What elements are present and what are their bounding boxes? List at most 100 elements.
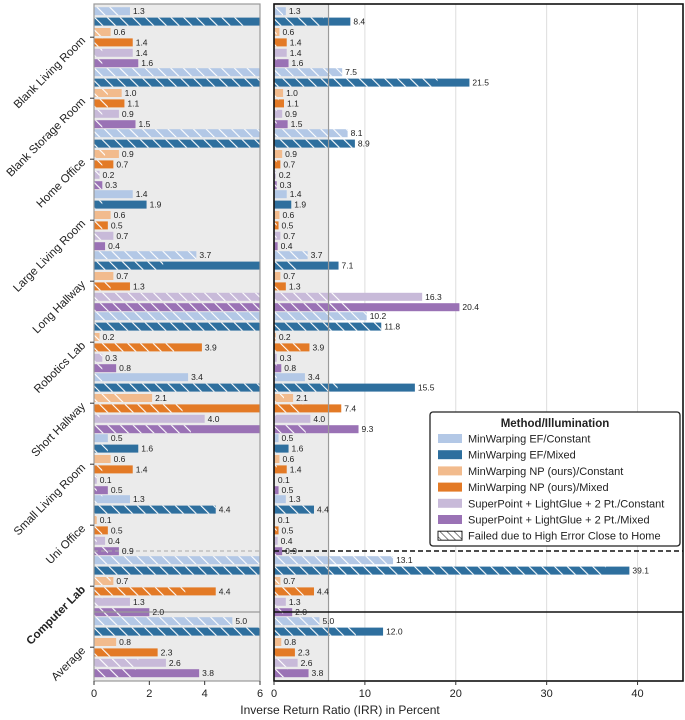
bar-failed-hatch [274,364,277,373]
bar [274,292,423,301]
bar [94,272,114,280]
category-label: Computer Lab [25,584,89,648]
x-tick-label: 0 [91,688,97,700]
bar-failed-hatch [94,7,122,16]
bar [274,190,287,199]
data-label: 1.3 [133,494,145,504]
bar [94,536,106,545]
data-label: 13.1 [396,555,413,565]
x-axis-label: Inverse Return Ratio (IRR) in Percent [240,703,440,717]
bar-failed-hatch [94,17,247,26]
bar [274,99,284,108]
bar [274,272,281,280]
x-tick-label: 20 [450,688,462,700]
data-label: 1.4 [136,189,148,199]
data-label: 4.4 [219,586,231,596]
data-label: 0.7 [116,231,128,241]
data-label: 0.5 [282,525,294,535]
bar [94,486,108,495]
data-label: 1.4 [136,48,148,58]
bar-failed-hatch [94,221,103,230]
data-label: 0.9 [122,149,134,159]
data-label: 0.9 [285,546,297,556]
data-label: 0.9 [122,109,134,119]
data-label: 0.8 [284,363,296,373]
bar [274,282,286,291]
data-label: 0.7 [283,231,295,241]
data-label: 0.1 [100,515,112,525]
data-label: 0.2 [279,170,291,180]
bar [274,414,311,423]
bar-failed-hatch [94,38,103,47]
bar-failed-hatch [94,150,106,158]
bar-failed-hatch [274,68,343,77]
bar-failed-hatch [274,505,314,514]
data-label: 15.5 [418,383,435,393]
bar-failed-hatch [94,78,260,87]
data-label: 1.3 [289,281,301,291]
bar [274,261,339,270]
bar-failed-hatch [94,170,100,179]
bar-failed-hatch [274,261,297,270]
data-label: 0.9 [285,149,297,159]
bar-failed-hatch [94,99,108,108]
bar-failed-hatch [274,129,348,138]
bar-failed-hatch [94,587,186,596]
bar-failed-hatch [94,109,103,118]
bar [94,99,125,108]
data-label: 3.4 [191,372,203,382]
category-label: Home Office [35,157,89,211]
bar-failed-hatch [94,251,197,260]
data-label: 0.7 [116,271,128,281]
bar-failed-hatch [274,150,278,158]
bar [94,242,106,251]
data-label: 2.3 [298,647,310,657]
bar-failed-hatch [274,648,280,657]
data-label: 1.4 [290,48,302,58]
bar [274,120,288,129]
bar-failed-hatch [94,414,100,423]
bar [274,200,292,209]
bar-failed-hatch [94,658,139,667]
data-label: 0.7 [283,271,295,281]
bar-failed-hatch [274,627,356,636]
data-label: 1.6 [141,58,153,68]
data-label: 1.3 [133,597,145,607]
bar [94,364,117,373]
bar-failed-hatch [274,312,367,321]
bar-failed-hatch [94,129,260,138]
data-label: 0.6 [282,454,294,464]
bar-failed-hatch [274,89,279,97]
bar-failed-hatch [94,160,103,169]
bar-failed-hatch [274,617,320,626]
bar-failed-hatch [94,231,103,240]
data-label: 1.1 [127,98,139,108]
data-label: 0.4 [108,241,120,251]
data-label: 5.0 [322,616,334,626]
bar-failed-hatch [274,48,277,57]
data-label: 2.0 [295,607,307,617]
bar-failed-hatch [274,59,277,68]
legend-label: MinWarping EF/Constant [468,434,590,446]
bar [94,282,130,291]
bar-failed-hatch [274,292,343,301]
data-label: 1.4 [136,464,148,474]
bar-failed-hatch [94,495,103,504]
bar-failed-hatch [94,505,216,514]
data-label: 4.4 [317,505,329,515]
bar-failed-hatch [274,425,306,434]
bar [274,150,283,158]
data-label: 7.4 [344,403,356,413]
bar [94,109,119,118]
bar-failed-hatch [274,333,276,341]
legend-swatch [438,466,462,476]
bar-failed-hatch [94,343,175,352]
legend-hatch-swatch [438,531,462,541]
legend-label: Failed due to High Error Close to Home [468,531,661,543]
bar [274,536,278,545]
bar [274,242,278,251]
bar-failed-hatch [94,364,103,373]
bar-failed-hatch [94,139,260,148]
bar [274,211,280,219]
bar-failed-hatch [94,526,103,535]
